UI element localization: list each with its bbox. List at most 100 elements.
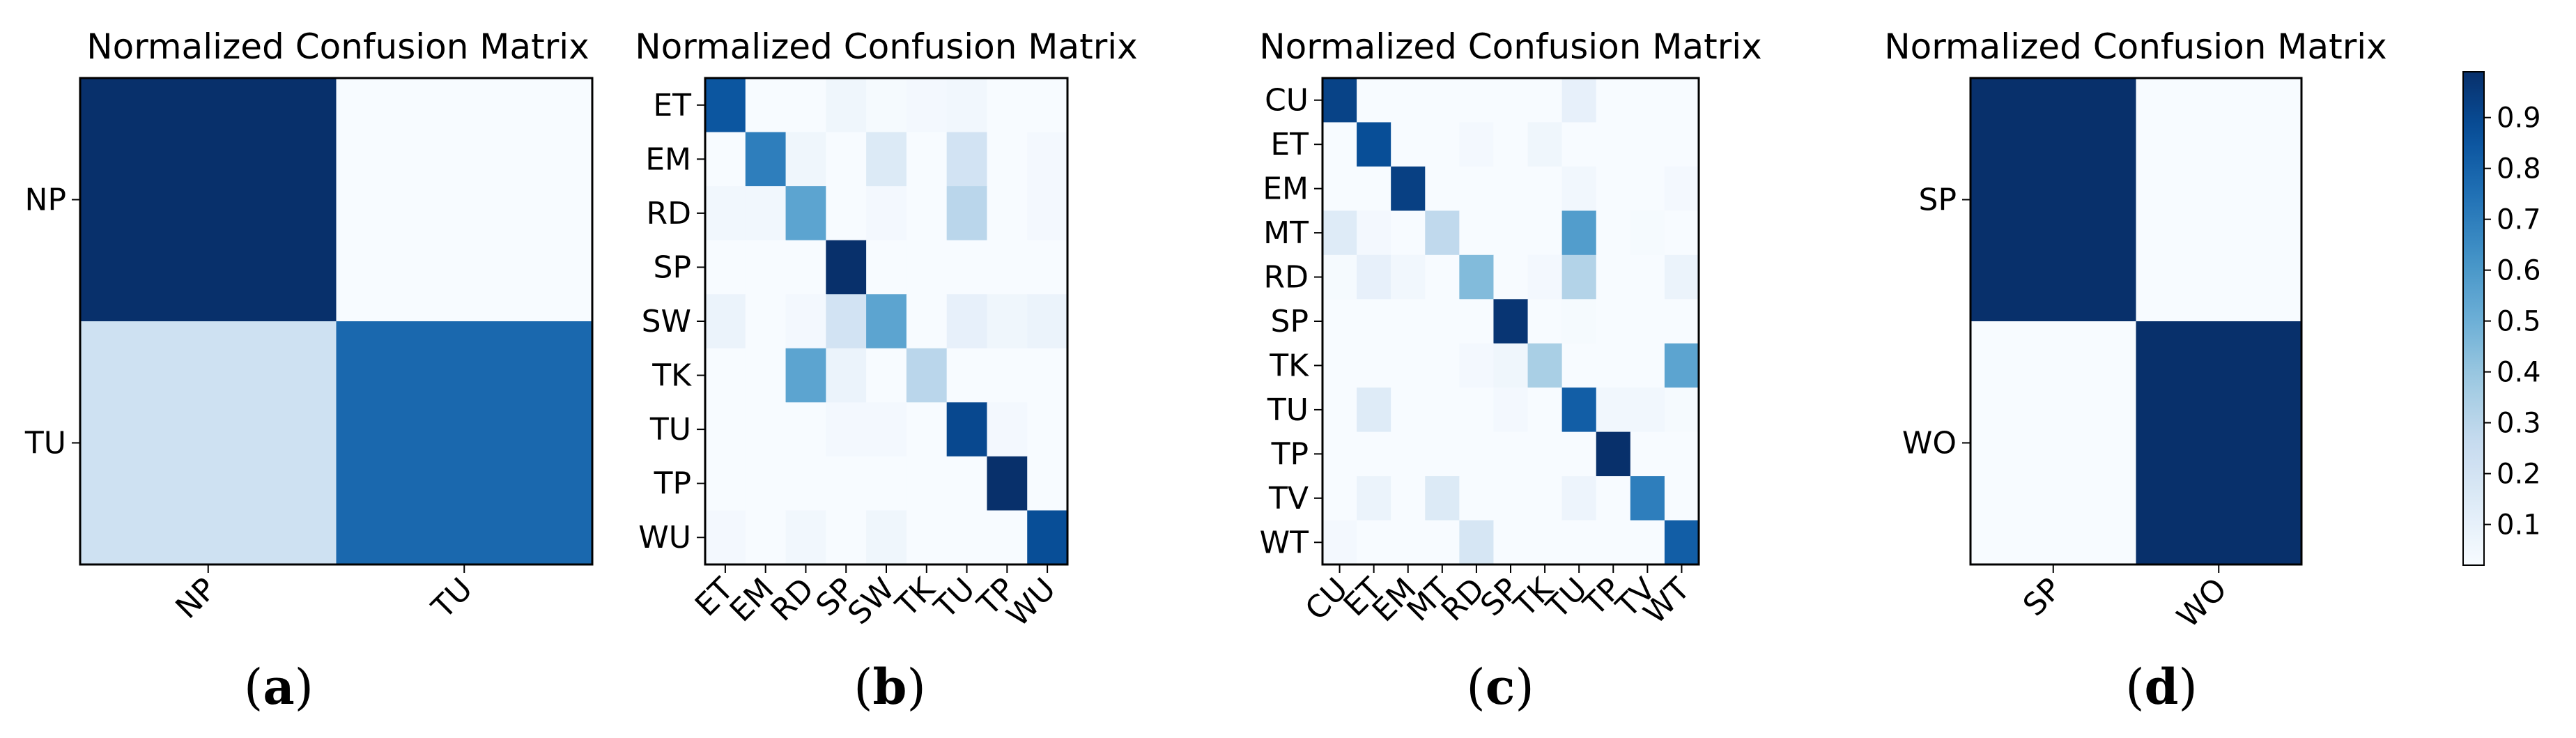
- heatmap-cell: [1357, 476, 1391, 521]
- heatmap-cell: [946, 132, 988, 187]
- heatmap-cell: [1527, 476, 1563, 521]
- heatmap-cell: [1664, 431, 1699, 477]
- colorbar-tick-label: 0.9: [2497, 102, 2541, 134]
- heatmap-cell: [1425, 210, 1460, 256]
- heatmap-cell: [1391, 387, 1426, 433]
- heatmap-cell: [1630, 78, 1665, 123]
- panel-label-a: (a): [244, 658, 314, 716]
- y-tick-label: TK: [651, 358, 692, 394]
- heatmap-cell: [745, 294, 787, 349]
- heatmap-cell: [1391, 431, 1426, 477]
- heatmap-cell: [1027, 348, 1068, 403]
- heatmap-cell: [1493, 122, 1529, 167]
- heatmap-cell: [1527, 299, 1563, 344]
- heatmap-cell: [785, 348, 826, 403]
- heatmap-cell: [1357, 520, 1391, 565]
- heatmap-cell: [1596, 387, 1631, 433]
- colorbar-tick-label: 0.2: [2497, 459, 2541, 491]
- colorbar-tick-label: 0.1: [2497, 509, 2541, 541]
- heatmap-cell: [1561, 122, 1597, 167]
- heatmap-cell: [785, 294, 826, 349]
- heatmap-cell: [906, 402, 948, 457]
- heatmap-cell: [826, 456, 867, 512]
- heatmap-cell: [826, 402, 867, 457]
- panel-label-c: (c): [1466, 658, 1534, 716]
- heatmap-cell: [1027, 456, 1068, 512]
- heatmap-cell: [826, 240, 867, 295]
- heatmap-cell: [826, 294, 867, 349]
- heatmap-cell: [906, 456, 948, 512]
- heatmap-cell: [906, 78, 948, 133]
- heatmap-cell: [705, 456, 746, 512]
- chart-title-a: Normalized Confusion Matrix: [86, 26, 589, 67]
- heatmap-cell: [987, 240, 1028, 295]
- colorbar-tick-label: 0.5: [2497, 306, 2541, 338]
- heatmap-cell: [1357, 387, 1391, 433]
- heatmap-cell: [987, 78, 1028, 133]
- heatmap-cell: [1357, 210, 1391, 256]
- heatmap-cell: [1357, 343, 1391, 388]
- heatmap-cell: [2136, 321, 2302, 565]
- heatmap-cell: [785, 510, 826, 565]
- heatmap-cell: [1630, 387, 1665, 433]
- heatmap-cell: [1322, 78, 1357, 123]
- x-tick-label: WO: [2170, 571, 2234, 635]
- heatmap-cell: [1527, 254, 1563, 300]
- heatmap-cell: [1664, 254, 1699, 300]
- y-tick-label: RD: [1264, 260, 1309, 295]
- heatmap-cell: [705, 402, 746, 457]
- heatmap-cell: [1596, 431, 1631, 477]
- y-tick-label: SP: [654, 249, 691, 285]
- heatmap-cell: [745, 510, 787, 565]
- heatmap-cell: [1630, 210, 1665, 256]
- heatmap-cell: [1527, 78, 1563, 123]
- heatmap-cell: [1630, 431, 1665, 477]
- heatmap-cell: [1425, 343, 1460, 388]
- heatmap-cell: [987, 132, 1028, 187]
- heatmap-cell: [866, 456, 907, 512]
- chart-panel-b: Normalized Confusion Matrix (b) ET EM RD SP…: [635, 26, 1137, 716]
- heatmap-cell: [705, 132, 746, 187]
- heatmap-cell: [1391, 520, 1426, 565]
- heatmap-cell: [946, 456, 988, 512]
- heatmap-cell: [785, 78, 826, 133]
- heatmap-cell: [1357, 166, 1391, 211]
- x-tick-label: TU: [424, 571, 479, 626]
- y-tick-label: TP: [1271, 436, 1309, 472]
- heatmap-cell: [705, 186, 746, 241]
- heatmap-cell: [1596, 78, 1631, 123]
- heatmap-cell: [1493, 431, 1529, 477]
- heatmap-cell: [1425, 122, 1460, 167]
- heatmap-cell: [1630, 343, 1665, 388]
- heatmap-cell: [1322, 520, 1357, 565]
- heatmap-cell: [946, 240, 988, 295]
- heatmap-cell: [866, 294, 907, 349]
- heatmap-cell: [1596, 343, 1631, 388]
- heatmap-cell: [826, 186, 867, 241]
- heatmap-cell: [1459, 166, 1495, 211]
- heatmap-cell: [1391, 299, 1426, 344]
- heatmap-cell: [1527, 343, 1563, 388]
- heatmap-cell: [745, 132, 787, 187]
- panel-letter-a: a: [263, 658, 294, 716]
- heatmap-cell: [1425, 520, 1460, 565]
- panel-letter-d: d: [2145, 658, 2179, 716]
- heatmap-cell: [705, 240, 746, 295]
- panel-letter-b: b: [873, 658, 907, 716]
- y-tick-label: ET: [1270, 127, 1309, 162]
- heatmap-cell: [1322, 387, 1357, 433]
- y-tick-label: RD: [647, 196, 691, 231]
- heatmap-cell: [1322, 210, 1357, 256]
- heatmap-cell: [1970, 78, 2137, 322]
- heatmap-cell: [1664, 387, 1699, 433]
- heatmap-cell: [1322, 431, 1357, 477]
- heatmap-cell: [1425, 476, 1460, 521]
- x-tick-label: NP: [169, 571, 223, 626]
- heatmap-cell: [866, 240, 907, 295]
- panel-label-b: (b): [854, 658, 926, 716]
- y-tick-label: WO: [1902, 426, 1957, 461]
- y-tick-label: EM: [1263, 171, 1309, 207]
- colorbar: 0.1 0.2 0.3 0.4 0.5 0.6 0.7 0.8 0.9: [2462, 71, 2541, 566]
- heatmap-cell: [1357, 78, 1391, 123]
- heatmap-cell: [1596, 166, 1631, 211]
